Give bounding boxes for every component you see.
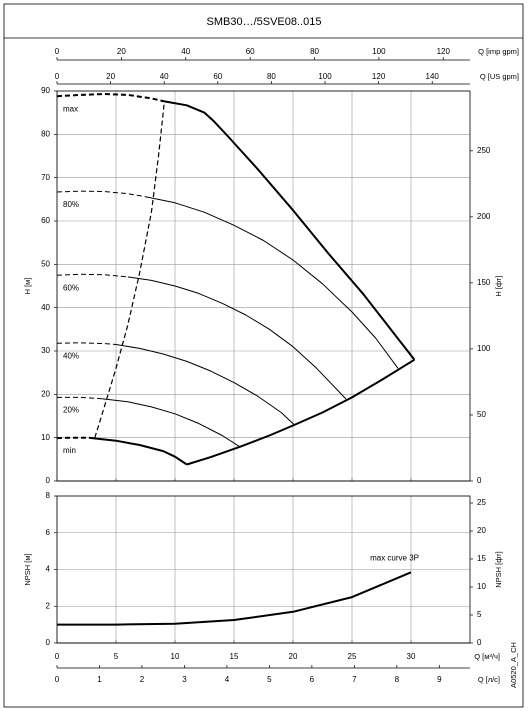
plot-frame [56,495,471,644]
y-tick-label: 25 [477,498,486,507]
x-tick-label: 60 [246,47,255,56]
y-tick-label: 90 [41,86,50,95]
x-tick-label: 100 [318,72,332,81]
axis-title: H [фт] [494,275,503,296]
x-tick-label: 5 [114,652,119,661]
y-tick-label: 15 [477,554,486,563]
axis-title: Q [US gpm] [480,72,519,81]
y-tick-label: 250 [477,146,491,155]
x-tick-label: 60 [213,72,222,81]
curve [57,571,412,626]
x-tick-label: 15 [230,652,239,661]
y-tick-label: 0 [46,476,51,485]
dashed-curve [56,190,146,198]
plot-frame [56,90,471,482]
x-tick-label: 20 [106,72,115,81]
x-tick-label: 6 [310,675,315,684]
y-tick-label: 40 [41,303,50,312]
curve [145,196,399,369]
y-tick-label: 0 [477,638,482,647]
x-tick-label: 25 [348,652,357,661]
curve-label: max [63,104,78,113]
y-tick-label: 8 [46,491,51,500]
y-tick-label: 0 [46,638,51,647]
x-tick-label: 0 [55,675,60,684]
curve [127,276,347,400]
x-tick-label: 140 [426,72,440,81]
y-tick-label: 100 [477,344,491,353]
dashed-curve [57,396,102,400]
y-tick-label: 20 [41,389,50,398]
dashed-curve [94,101,165,438]
x-tick-label: 100 [372,47,386,56]
x-tick-label: 80 [310,47,319,56]
curve-label: 40% [63,351,79,360]
x-tick-label: 30 [407,652,416,661]
x-tick-label: 1 [97,675,102,684]
curve [88,436,188,466]
x-tick-label: 40 [160,72,169,81]
outer-frame [3,3,524,708]
y-tick-label: 60 [41,216,50,225]
y-tick-label: 5 [477,610,482,619]
x-tick-label: 2 [140,675,145,684]
x-tick-label: 5 [267,675,272,684]
y-tick-label: 4 [46,565,51,574]
axis-title: NPSH [м] [23,553,32,585]
y-tick-label: 10 [41,433,50,442]
side-note: A0520_A_CH [509,642,518,688]
x-tick-label: 80 [267,72,276,81]
y-tick-label: 6 [46,528,51,537]
x-tick-label: 40 [181,47,190,56]
x-tick-label: 120 [437,47,451,56]
curve [115,344,295,426]
y-tick-label: 10 [477,582,486,591]
x-tick-label: 0 [55,72,60,81]
x-tick-label: 4 [225,675,230,684]
axis-title: Q [л/с] [478,675,500,684]
x-tick-label: 20 [289,652,298,661]
y-tick-label: 200 [477,212,491,221]
chart-title: SMB30…/5SVE08..015 [207,16,322,28]
curve-label: 20% [63,405,79,414]
axis-title: Q [imp gpm] [478,47,519,56]
y-tick-label: 70 [41,173,50,182]
curve-label: 80% [63,200,79,209]
dashed-curve [56,342,117,345]
curve [186,358,416,466]
curve [164,100,416,361]
x-tick-label: 10 [171,652,180,661]
curve-label: 60% [63,283,79,292]
y-tick-label: 50 [477,410,486,419]
axis-title: H [м] [23,278,32,295]
x-tick-label: 8 [395,675,400,684]
x-tick-label: 120 [372,72,386,81]
dashed-curve [56,92,165,103]
x-tick-label: 3 [182,675,187,684]
y-tick-label: 30 [41,346,50,355]
x-tick-label: 9 [437,675,442,684]
y-tick-label: 20 [477,526,486,535]
y-tick-label: 2 [46,601,51,610]
y-tick-label: 80 [41,129,50,138]
y-tick-label: 50 [41,259,50,268]
axis-title: Q [м³/ч] [474,652,500,661]
x-tick-label: 0 [55,47,60,56]
dashed-curve [56,273,128,278]
curve-label: max curve 3P [370,553,419,562]
x-tick-label: 0 [55,652,60,661]
curve-label: min [63,446,76,455]
curve [101,398,241,448]
y-tick-label: 150 [477,278,491,287]
axis-title: NPSH [фт] [494,551,503,588]
x-tick-label: 20 [117,47,126,56]
y-tick-label: 0 [477,476,482,485]
x-tick-label: 7 [352,675,357,684]
